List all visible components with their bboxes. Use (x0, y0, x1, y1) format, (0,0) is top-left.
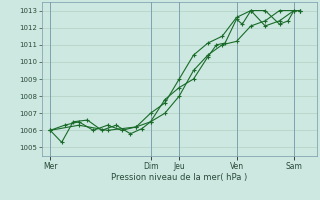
X-axis label: Pression niveau de la mer( hPa ): Pression niveau de la mer( hPa ) (111, 173, 247, 182)
